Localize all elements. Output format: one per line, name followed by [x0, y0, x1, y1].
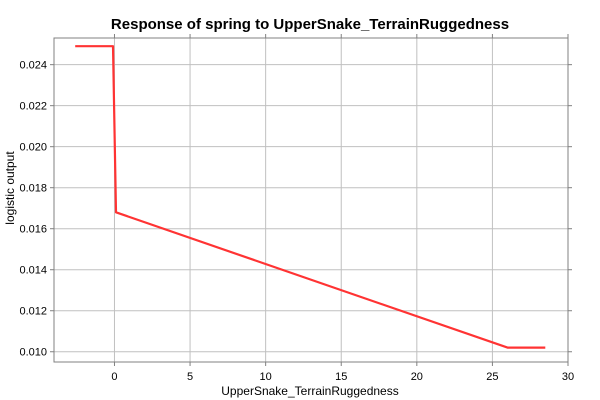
x-tick-label: 25 — [486, 371, 498, 383]
x-tick-label: 15 — [335, 371, 347, 383]
series-layer — [75, 45, 546, 349]
y-tick-label: 0.012 — [19, 306, 47, 318]
x-tick-label: 30 — [562, 371, 574, 383]
x-tick-label: 20 — [411, 371, 423, 383]
y-tick-label: 0.018 — [19, 183, 47, 195]
grid-lines — [54, 38, 569, 362]
x-axis-label: UpperSnake_TerrainRuggedness — [221, 384, 398, 398]
y-tick-label: 0.022 — [19, 101, 47, 113]
y-axis-label: logistic output — [3, 151, 17, 225]
x-tick-label: 0 — [111, 371, 117, 383]
x-tick-label: 5 — [187, 371, 193, 383]
chart-title: Response of spring to UpperSnake_Terrain… — [111, 16, 509, 33]
y-tick-label: 0.020 — [19, 142, 47, 154]
y-tick-label: 0.016 — [19, 224, 47, 236]
y-tick-label: 0.010 — [19, 347, 47, 359]
y-tick-label: 0.024 — [19, 60, 47, 72]
axis-ticks: 0 5 10 15 20 25 30 0.010 0.012 0.014 0.016 0.018 0.0… — [19, 34, 574, 383]
plot-frame — [53, 37, 569, 363]
response-curve — [75, 45, 546, 349]
x-tick-label: 10 — [260, 371, 272, 383]
y-tick-label: 0.014 — [19, 265, 47, 277]
